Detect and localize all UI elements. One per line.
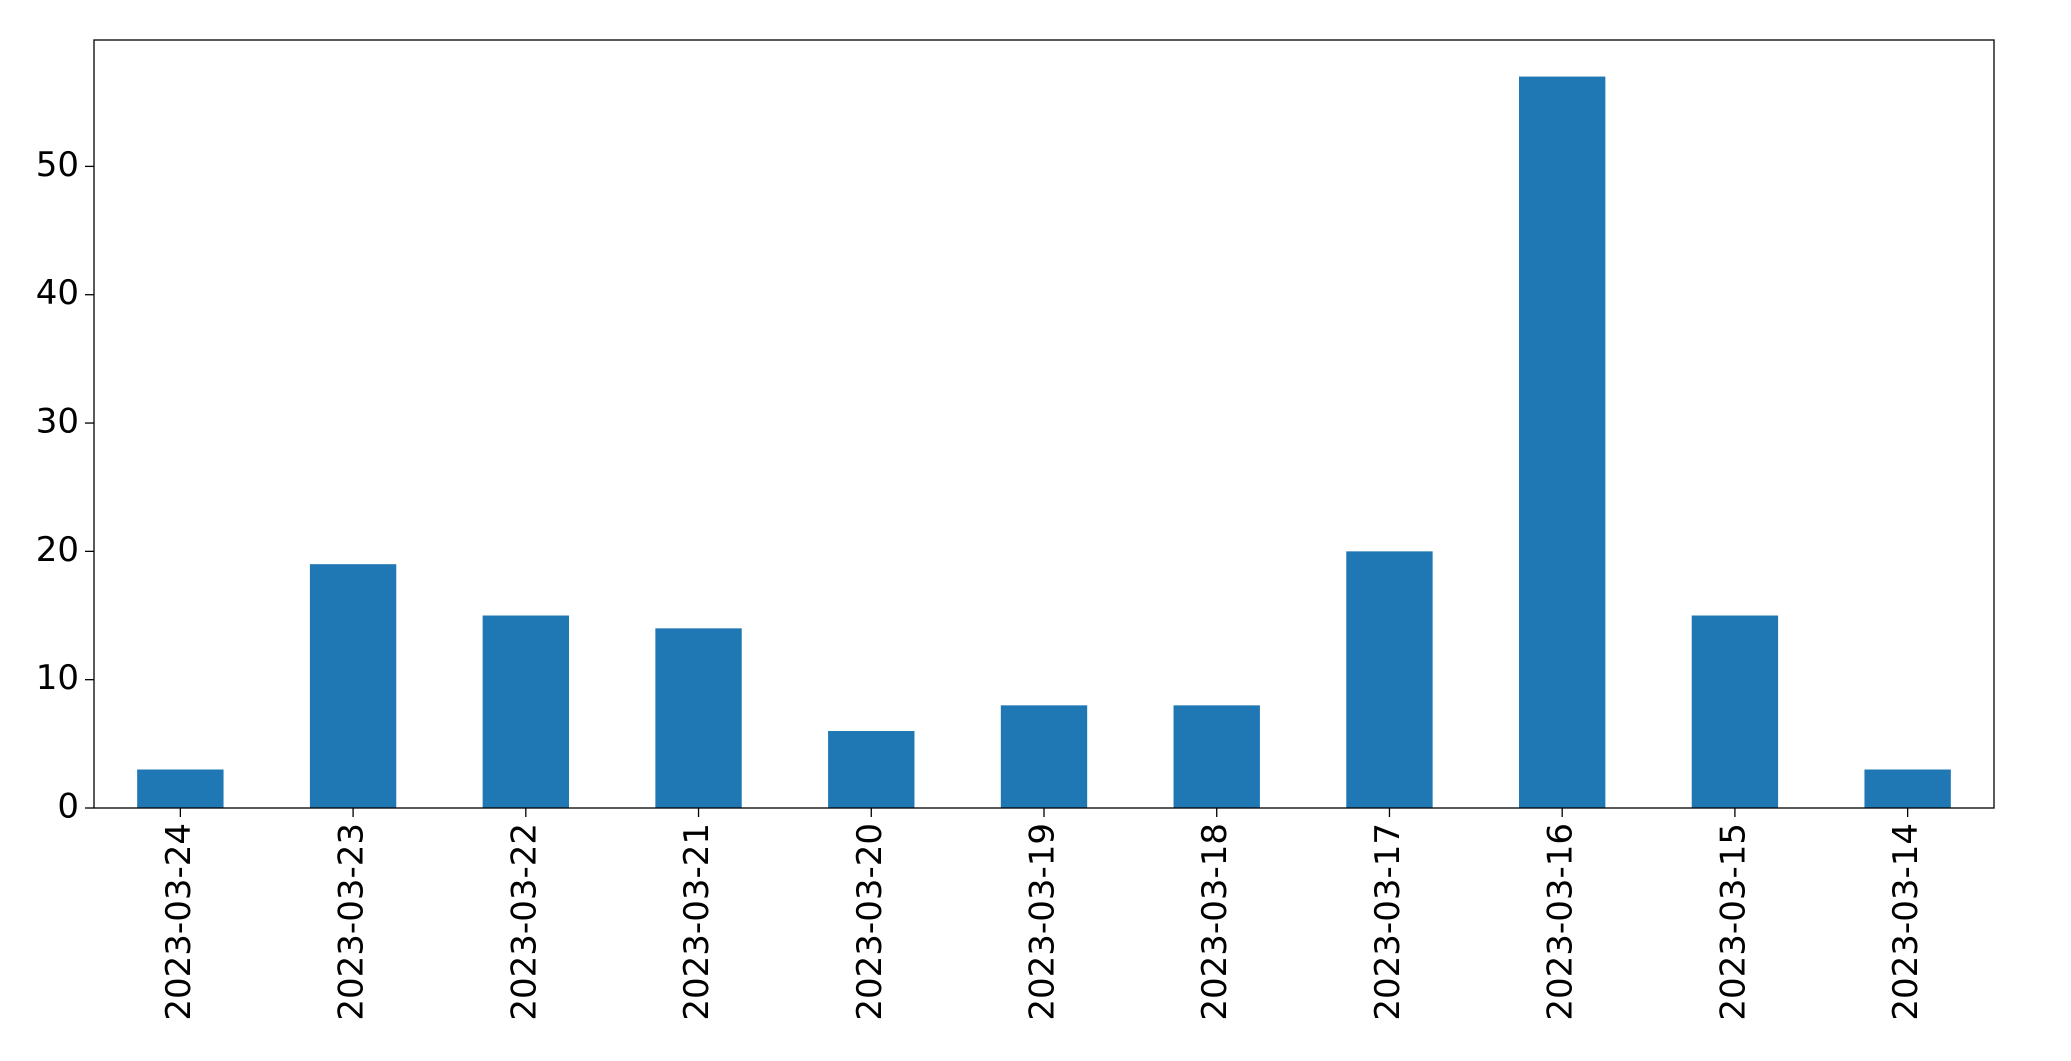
bar	[1173, 705, 1260, 808]
x-tick-label: 2023-03-18	[1195, 823, 1235, 1021]
x-tick-label: 2023-03-17	[1368, 823, 1408, 1021]
y-tick-label: 0	[57, 787, 79, 827]
bar	[1864, 769, 1951, 808]
y-tick-label: 40	[36, 273, 79, 313]
x-tick-label: 2023-03-14	[1886, 823, 1926, 1021]
x-tick-label: 2023-03-22	[504, 823, 544, 1021]
x-tick-label: 2023-03-20	[850, 823, 890, 1021]
bar	[137, 769, 224, 808]
bar	[309, 564, 397, 808]
bar	[1346, 551, 1433, 808]
x-tick-label: 2023-03-16	[1541, 823, 1581, 1021]
plot-frame	[93, 39, 1995, 809]
x-tick-label: 2023-03-21	[677, 823, 717, 1021]
bar	[655, 628, 742, 808]
bar	[828, 731, 915, 808]
y-tick-label: 50	[36, 145, 79, 185]
x-tick-label: 2023-03-23	[332, 823, 372, 1021]
y-tick-label: 30	[36, 402, 79, 442]
bar	[482, 615, 569, 808]
x-tick-label: 2023-03-24	[159, 823, 199, 1021]
y-tick-label: 10	[36, 658, 79, 698]
x-tick-label: 2023-03-15	[1713, 823, 1753, 1021]
bar	[1519, 76, 1606, 809]
x-tick-label: 2023-03-19	[1023, 823, 1063, 1021]
bar	[1000, 705, 1088, 808]
y-tick-label: 20	[36, 530, 79, 570]
bar	[1691, 615, 1779, 808]
